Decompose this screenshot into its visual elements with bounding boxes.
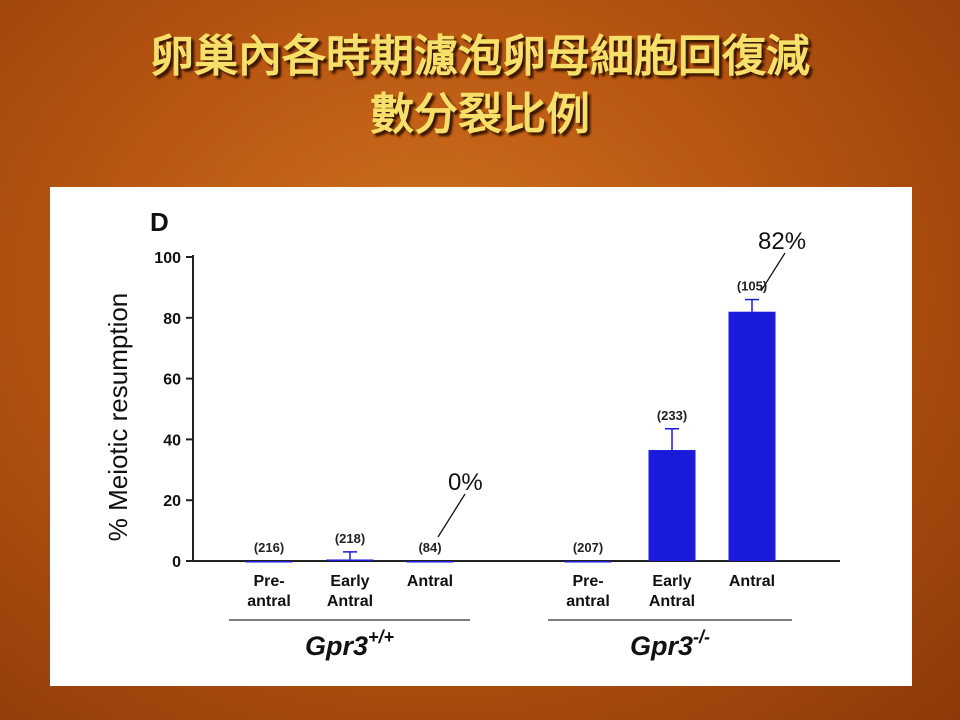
x-tick-label-g1-b2: Antral bbox=[729, 573, 775, 590]
bar-g1-b1 bbox=[648, 450, 696, 561]
bar-g0-b1 bbox=[326, 559, 374, 561]
panel-label: D bbox=[150, 207, 169, 237]
bar-g1-b2 bbox=[728, 311, 776, 561]
annotation-0: 0% bbox=[448, 469, 483, 496]
n-label-g1-b0: (207) bbox=[573, 540, 603, 555]
bar-chart: D % Meiotic resumption 0 20 40 60 80 100 (216)… bbox=[103, 207, 840, 661]
bar-g1-b0 bbox=[564, 561, 612, 563]
y-axis-label: % Meiotic resumption bbox=[103, 293, 133, 542]
x-tick-label-2-g1-b1: Antral bbox=[649, 593, 695, 610]
x-tick-label-g1-b1: Early bbox=[652, 573, 691, 590]
y-tick-label-3: 60 bbox=[163, 372, 181, 389]
x-tick-label-2-g1-b0: antral bbox=[566, 593, 610, 610]
x-tick-label-g1-b0: Pre- bbox=[572, 573, 603, 590]
x-tick-label-g0-b1: Early bbox=[330, 573, 369, 590]
annotation-line-0 bbox=[437, 493, 466, 538]
y-tick-label-4: 80 bbox=[163, 311, 181, 328]
slide-title: 卵巢內各時期濾泡卵母細胞回復減 數分裂比例 bbox=[0, 28, 960, 144]
n-label-g0-b2: (84) bbox=[418, 540, 441, 555]
x-tick-label-2-g0-b1: Antral bbox=[327, 593, 373, 610]
x-tick-label-2-g0-b0: antral bbox=[247, 593, 291, 610]
slide-title-line-2: 數分裂比例 bbox=[370, 89, 590, 140]
y-tick-label-0: 0 bbox=[172, 554, 181, 571]
bar-g0-b0 bbox=[245, 561, 293, 563]
bar-g0-b2 bbox=[406, 561, 454, 563]
x-tick-label-g0-b0: Pre- bbox=[253, 573, 284, 590]
annotation-line-1 bbox=[760, 252, 786, 292]
n-label-g1-b2: (105) bbox=[737, 279, 767, 294]
n-label-g0-b0: (216) bbox=[254, 540, 284, 555]
y-tick-label-1: 20 bbox=[163, 493, 181, 510]
chart-panel: D % Meiotic resumption 0 20 40 60 80 100 (216)… bbox=[50, 187, 912, 686]
slide-title-line-1: 卵巢內各時期濾泡卵母細胞回復減 bbox=[150, 31, 810, 82]
annotation-1: 82% bbox=[758, 228, 806, 255]
y-tick-label-2: 40 bbox=[163, 432, 181, 449]
group-label-0: Gpr3+/+ bbox=[305, 627, 395, 661]
x-tick-label-g0-b2: Antral bbox=[407, 573, 453, 590]
group-label-superscript-0: +/+ bbox=[368, 627, 395, 647]
n-label-g1-b1: (233) bbox=[657, 408, 687, 423]
y-tick-label-5: 100 bbox=[154, 250, 181, 267]
group-label-1: Gpr3-/- bbox=[630, 627, 710, 661]
group-label-superscript-1: -/- bbox=[693, 627, 710, 647]
n-label-g0-b1: (218) bbox=[335, 531, 365, 546]
